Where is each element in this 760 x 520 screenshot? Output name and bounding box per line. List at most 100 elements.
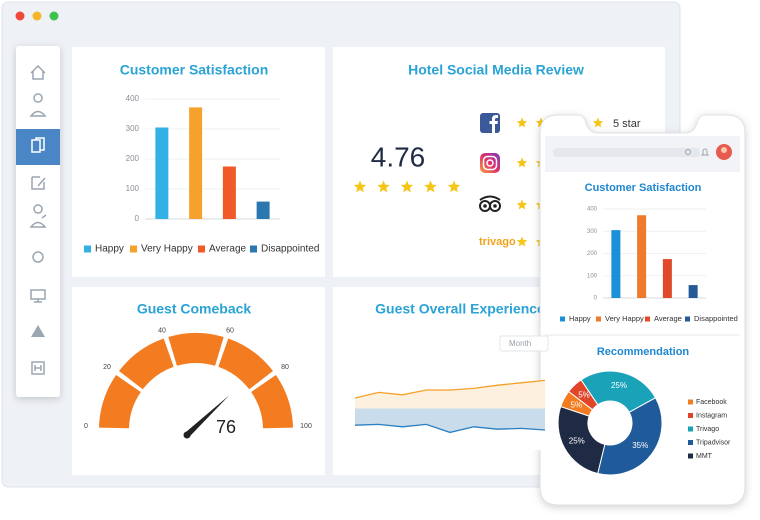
- bar: [637, 215, 647, 298]
- legend-swatch: [645, 316, 650, 322]
- rating-value: 4.76: [371, 141, 426, 172]
- bar: [688, 285, 698, 298]
- card-title: Recommendation: [597, 346, 690, 358]
- instagram-glyph: [482, 155, 498, 171]
- dropdown[interactable]: [499, 335, 549, 352]
- tripadvisor-logo: [479, 195, 501, 212]
- y-tick-label: 0: [135, 214, 140, 223]
- bar: [189, 107, 203, 219]
- y-tick-label: 400: [126, 94, 140, 103]
- gauge-segment: [99, 375, 141, 429]
- y-tick-label: 200: [126, 154, 140, 163]
- legend-label: Disappointed: [694, 314, 738, 323]
- slice-label: 25%: [611, 381, 627, 390]
- slice-label: 5%: [571, 400, 583, 409]
- legend-label: Happy: [569, 314, 591, 323]
- pie-slice: [597, 397, 663, 476]
- search-bar[interactable]: [553, 148, 700, 157]
- bell-icon[interactable]: [700, 148, 710, 156]
- drive-icon[interactable]: [31, 325, 45, 337]
- legend-label: Average: [209, 244, 247, 255]
- settings-icon[interactable]: [32, 251, 44, 263]
- gauge-needle: [184, 395, 230, 438]
- maximize-button[interactable]: [49, 11, 59, 21]
- slice-label: 35%: [632, 441, 648, 450]
- card-title: Hotel Social Media Review: [408, 62, 584, 78]
- gauge-hub: [183, 431, 191, 439]
- legend-label: Facebook: [696, 399, 727, 406]
- platform-star: [516, 199, 528, 210]
- slice-label: 5%: [578, 390, 590, 399]
- gauge-segment: [251, 375, 293, 429]
- minimize-button[interactable]: [32, 11, 42, 21]
- gauge-tick-label: 20: [103, 364, 111, 371]
- rating-star: [424, 180, 437, 193]
- legend-label: Average: [654, 314, 682, 323]
- bar: [256, 201, 270, 219]
- legend-label: Happy: [95, 244, 124, 255]
- legend-label: Disappointed: [261, 244, 319, 255]
- user-icon[interactable]: [29, 93, 47, 117]
- legend-swatch: [688, 453, 693, 459]
- trivago-logo: trivago: [479, 236, 516, 248]
- legend-swatch: [250, 245, 257, 253]
- platform-star: [516, 117, 528, 128]
- sidebar-active: [16, 129, 60, 165]
- gauge-tick-label: 40: [158, 328, 166, 335]
- rating-star: [447, 180, 461, 193]
- platform-star: [516, 157, 528, 168]
- legend-label: Tripadvisor: [696, 439, 731, 446]
- hotel-icon[interactable]: [31, 361, 45, 375]
- legend-swatch: [688, 426, 693, 432]
- instagram-glyph: [486, 159, 494, 167]
- y-tick-label: 100: [126, 184, 140, 193]
- legend-label: Very Happy: [141, 244, 193, 255]
- y-tick-label: 100: [587, 273, 598, 279]
- legend-label: Trivago: [696, 426, 719, 433]
- card-title: Customer Satisfaction: [585, 182, 702, 194]
- bar: [611, 230, 621, 298]
- gauge-value: 76: [216, 417, 236, 437]
- star-label: 5 star: [613, 118, 641, 130]
- pie-slice: [580, 370, 657, 413]
- y-tick-label: 300: [126, 124, 140, 133]
- avatar-face: [721, 147, 727, 153]
- y-tick-label: 200: [587, 251, 598, 257]
- gauge-tick-label: 0: [84, 423, 88, 430]
- gauge-tick-label: 60: [226, 328, 234, 335]
- gauge-segment: [119, 338, 174, 390]
- gauge-tick-label: 80: [281, 364, 289, 371]
- y-tick-label: 400: [587, 207, 598, 213]
- edit-icon[interactable]: [31, 176, 46, 190]
- bar: [662, 259, 672, 298]
- legend-swatch: [688, 440, 693, 445]
- sidebar-icons: [29, 64, 47, 375]
- legend-label: Very Happy: [605, 314, 644, 323]
- docs-icon[interactable]: [31, 137, 45, 153]
- card-title: Guest Overall Experience: [375, 301, 545, 317]
- legend-swatch: [685, 316, 690, 322]
- gauge-segment: [218, 338, 273, 390]
- facebook-glyph: [489, 115, 498, 133]
- search-icon[interactable]: [685, 149, 691, 155]
- gauge-segment: [168, 332, 224, 366]
- pie-slice: [557, 405, 606, 475]
- legend-label: MMT: [696, 453, 713, 460]
- monitor-icon[interactable]: [30, 289, 46, 303]
- area-fill: [355, 424, 545, 450]
- home-icon[interactable]: [30, 64, 46, 80]
- legend-swatch: [560, 316, 565, 322]
- legend-swatch: [130, 245, 137, 253]
- y-tick-label: 0: [594, 296, 598, 302]
- y-tick-label: 300: [587, 229, 598, 235]
- rating-star: [400, 180, 414, 193]
- close-button[interactable]: [15, 11, 25, 21]
- staff-icon[interactable]: [29, 204, 47, 228]
- legend-swatch: [84, 245, 91, 253]
- card-title: Customer Satisfaction: [120, 62, 269, 78]
- rating-star: [353, 180, 367, 193]
- legend-label: Instagram: [696, 412, 727, 419]
- bar: [155, 127, 169, 219]
